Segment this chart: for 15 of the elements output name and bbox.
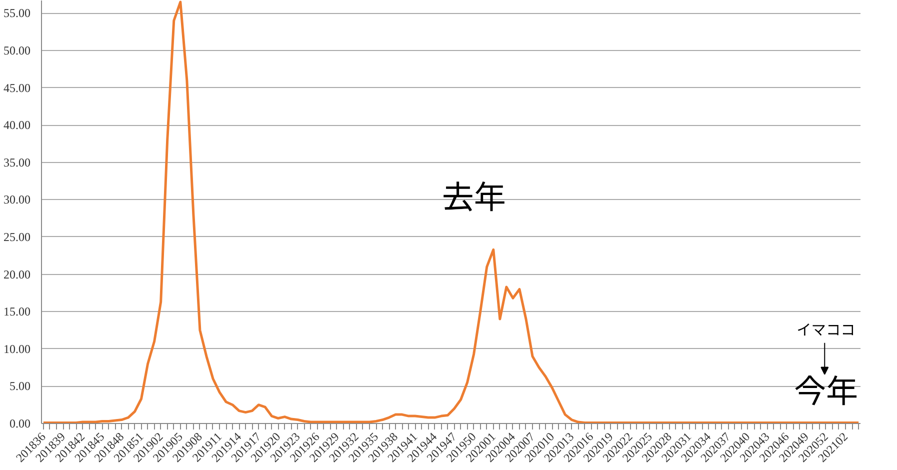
y-tick-label: 45.00 [4,80,30,95]
annotation: 今年 [794,366,858,412]
annotation: 去年 [442,172,506,218]
y-tick-label: 40.00 [4,118,30,132]
annotation: イマココ [796,318,856,340]
y-tick-label: 55.00 [4,6,30,20]
y-tick-label: 35.00 [4,155,30,170]
y-tick-label: 20.00 [4,267,30,282]
y-tick-label: 15.00 [4,304,30,319]
y-tick-label: 10.00 [4,342,30,356]
y-tick-label: 50.00 [4,43,30,58]
y-tick-label: 30.00 [4,192,30,207]
y-tick-label: 5.00 [10,379,30,394]
y-tick-label: 25.00 [4,230,30,244]
y-tick-label: 0.00 [10,416,30,430]
